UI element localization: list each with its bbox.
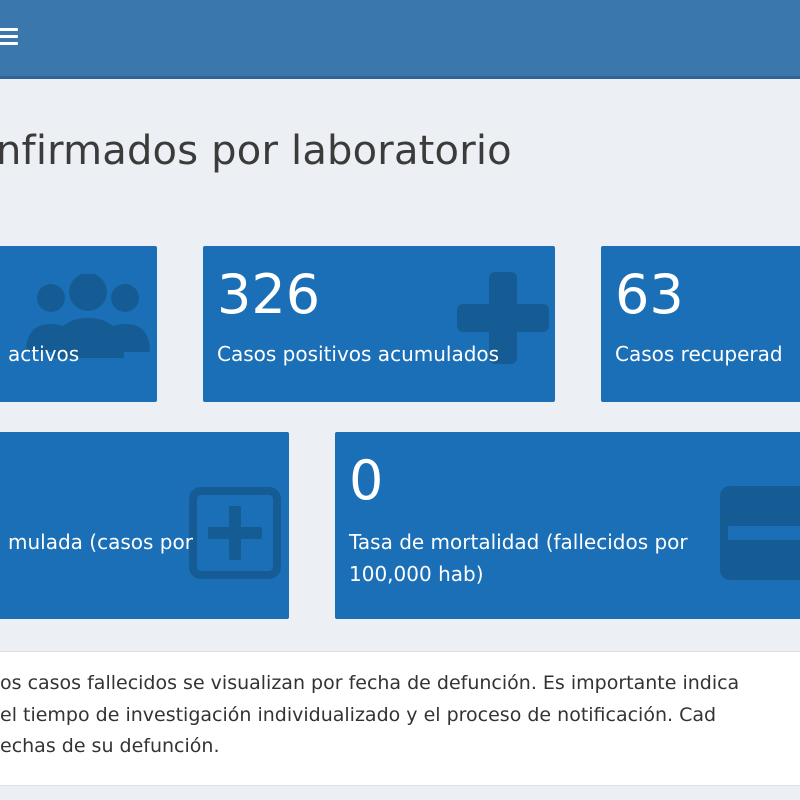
card-label: Casos positivos acumulados	[217, 342, 500, 366]
top-navbar	[0, 0, 800, 79]
card-label: Casos recuperad	[615, 342, 783, 366]
plus-square-icon	[189, 487, 281, 579]
card-casos-recuperados: 63 Casos recuperad	[601, 246, 800, 402]
hamburger-menu-icon[interactable]	[0, 28, 20, 46]
card-tasa-mortalidad: 0 Tasa de mortalidad (fallecidos por 100…	[335, 432, 800, 619]
notice-panel: os casos fallecidos se visualizan por fe…	[0, 651, 800, 786]
card-casos-activos: activos	[0, 246, 157, 402]
notice-text-line-3: echas de su defunción.	[0, 735, 220, 757]
people-group-icon	[26, 274, 150, 358]
card-label-line2: 100,000 hab)	[349, 562, 484, 586]
card-casos-positivos: 326 Casos positivos acumulados	[203, 246, 555, 402]
notice-text-line-1: os casos fallecidos se visualizan por fe…	[0, 672, 740, 694]
page-title: nfirmados por laboratorio	[0, 128, 512, 174]
notice-text-line-2: el tiempo de investigación individualiza…	[0, 704, 717, 726]
card-incidencia-acumulada: mulada (casos por	[0, 432, 289, 619]
card-label-line1: Tasa de mortalidad (fallecidos por	[349, 530, 688, 554]
plus-icon	[457, 272, 549, 364]
card-value: 326	[217, 263, 321, 326]
card-value: 0	[349, 449, 384, 512]
card-label: mulada (casos por	[8, 530, 193, 554]
card-label: activos	[8, 342, 80, 366]
card-value: 63	[615, 263, 684, 326]
minus-square-icon	[720, 486, 800, 580]
